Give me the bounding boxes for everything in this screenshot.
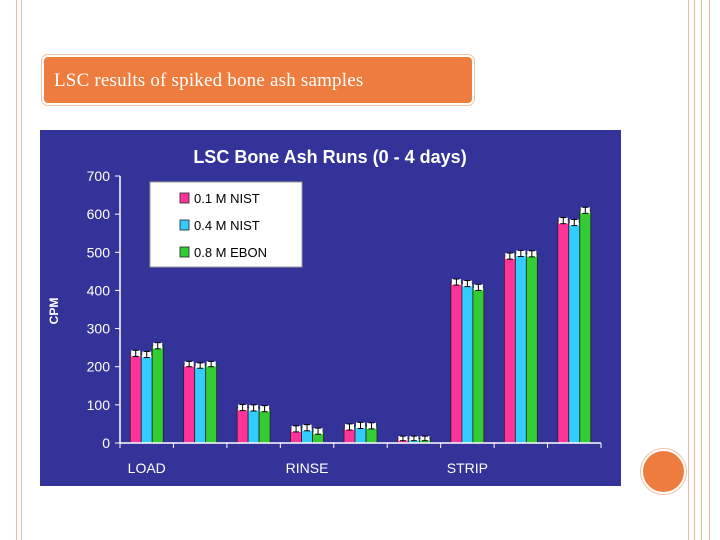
legend-label: 0.8 M EBON [194,245,267,260]
bar-2 [461,283,474,444]
legend-box [149,181,303,268]
bar-3 [579,209,592,444]
y-tick-label: 200 [87,359,111,375]
right-frame-line [688,0,710,540]
bar-2 [140,354,153,444]
bar-2 [247,407,260,444]
legend-label: 0.1 M NIST [194,191,260,206]
bar-1 [557,220,570,444]
x-category-label: STRIP [447,460,488,476]
slide-title: LSC results of spiked bone ash samples [54,70,364,91]
bar-3 [258,408,271,444]
left-frame-line [16,0,22,540]
bar-3 [525,253,538,444]
bar-3 [472,286,485,444]
y-tick-label: 300 [87,321,111,337]
bar-2 [568,222,581,444]
bar-1 [183,363,196,444]
y-axis-label: CPM [47,298,61,325]
y-tick-label: 500 [87,244,111,260]
legend-label: 0.4 M NIST [194,218,260,233]
legend-swatch [179,192,190,204]
right-frame-inner-line [694,0,702,540]
bar-3 [205,363,218,444]
bar-chart: LSC Bone Ash Runs (0 - 4 days) 0 100 200 30… [40,130,621,486]
bar-3 [151,345,164,444]
bar-1 [450,281,463,444]
bar-2 [194,365,207,444]
y-tick-label: 0 [102,435,110,451]
decorative-circle [640,448,687,495]
legend-swatch [179,219,190,231]
bar-1 [236,407,249,444]
x-category-label: RINSE [286,460,329,476]
slide-title-box: LSC results of spiked bone ash samples [41,54,475,106]
y-tick-label: 400 [87,282,111,298]
legend: 0.1 M NIST 0.4 M NIST 0.8 M EBON [149,181,303,268]
legend-swatch [179,246,190,258]
bar-2 [514,253,527,444]
bar-1 [503,255,516,444]
y-tick-label: 600 [87,206,111,222]
y-tick-label: 700 [87,168,111,184]
x-category-label: LOAD [128,460,166,476]
bar-1 [129,352,142,444]
y-tick-label: 100 [87,397,111,413]
chart-title: LSC Bone Ash Runs (0 - 4 days) [193,147,466,167]
